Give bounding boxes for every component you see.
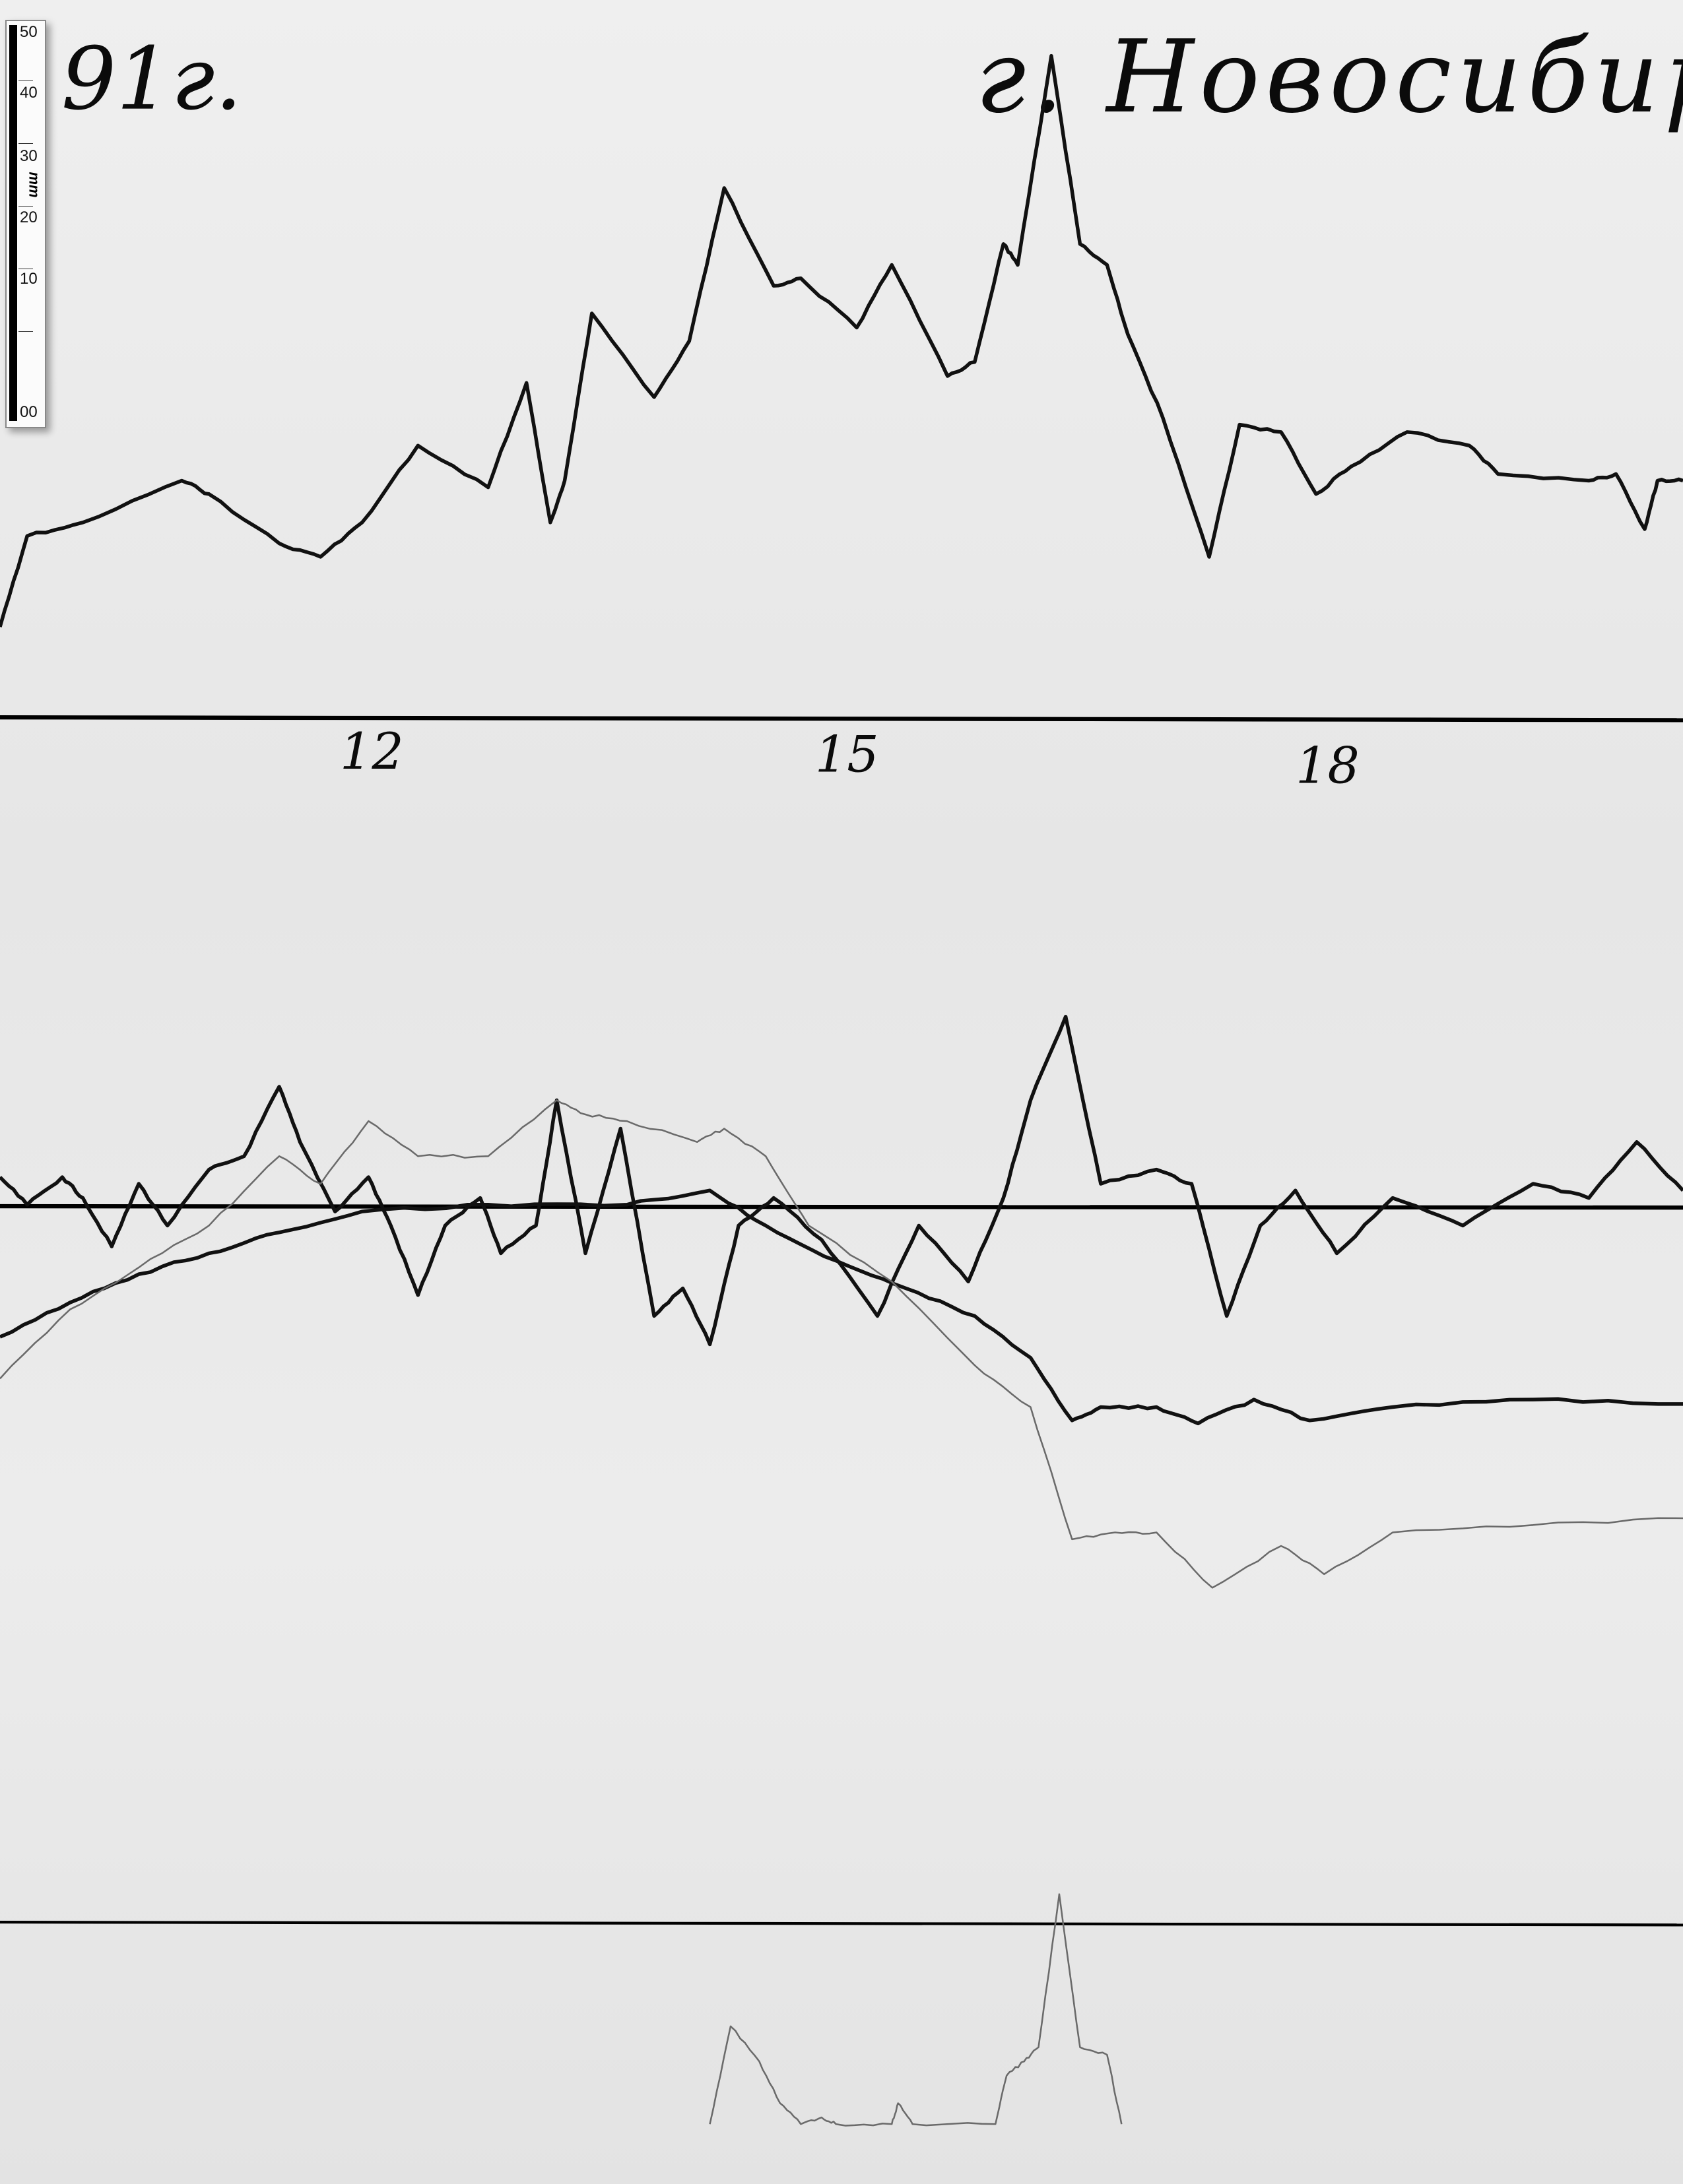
- trace-panel2-series1: [0, 1015, 1683, 1347]
- scale-tick: [18, 331, 33, 332]
- scale-label: 20: [20, 209, 38, 226]
- middle-baseline: [0, 1204, 1683, 1210]
- x-tick-label-15: 15: [815, 724, 879, 783]
- lower-baseline: [0, 1921, 1683, 1927]
- year-note: 91г.: [61, 29, 242, 129]
- scale-tick: [18, 206, 33, 207]
- scale-label: 40: [20, 84, 38, 102]
- scale-black-bar: [9, 25, 17, 421]
- scale-unit: mm: [26, 172, 43, 198]
- trace-panel2-series3: [0, 1099, 1683, 1589]
- trace-panel3-series1: [709, 1893, 1123, 2127]
- x-tick-label-18: 18: [1296, 736, 1360, 794]
- upper-baseline: [0, 715, 1683, 723]
- city-note: г. Новосибирск: [975, 18, 1683, 135]
- trace-panel1-series1: [0, 53, 1683, 627]
- scale-label: 00: [20, 403, 38, 421]
- mm-scale-bar: 50 40 30 mm 20 10 00: [5, 20, 46, 428]
- scale-label: 10: [20, 270, 38, 288]
- x-tick-label-12: 12: [340, 722, 404, 781]
- scale-label: 30: [20, 147, 38, 165]
- scale-tick: [18, 80, 33, 81]
- trace-panel2-series2: [0, 1188, 1683, 1426]
- scale-label: 50: [20, 23, 38, 41]
- scale-tick: [18, 143, 33, 144]
